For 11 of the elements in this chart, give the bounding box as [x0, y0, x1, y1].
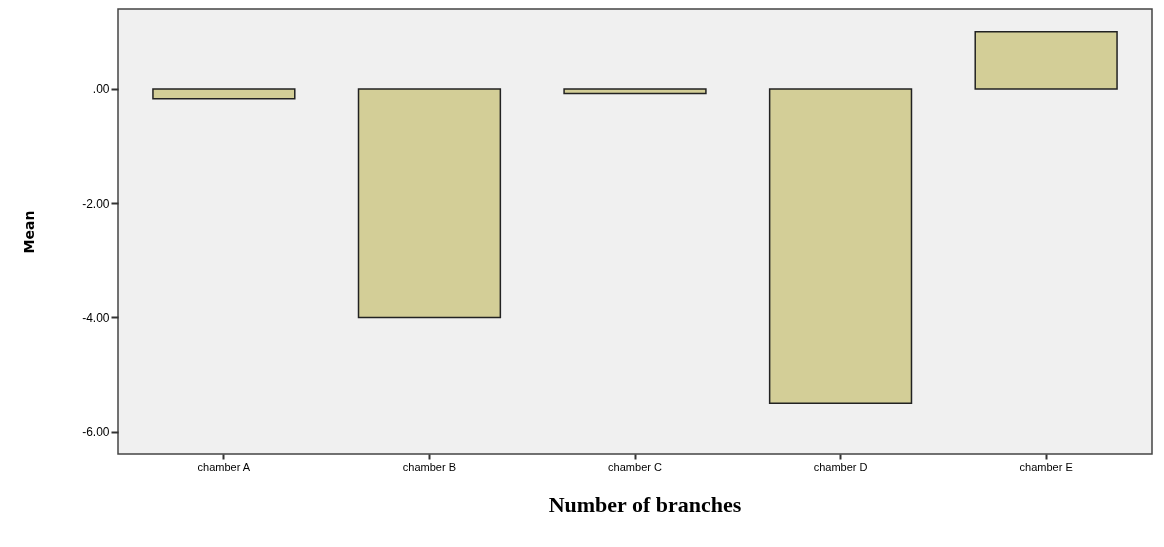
y-tick-label: .00: [92, 82, 110, 97]
x-axis-title: Number of branches: [548, 492, 742, 517]
y-tick-label: -2.00: [82, 196, 110, 211]
x-tick-label: chamber C: [608, 460, 662, 473]
x-tick-label: chamber B: [402, 460, 457, 473]
x-tick-label: chamber A: [197, 460, 251, 473]
y-axis-title: Mean: [21, 210, 38, 254]
x-tick-label: chamber D: [813, 460, 868, 473]
y-tick-label: -6.00: [82, 425, 110, 440]
y-tick-label: -4.00: [82, 310, 110, 325]
x-tick-label: chamber E: [1019, 460, 1073, 473]
